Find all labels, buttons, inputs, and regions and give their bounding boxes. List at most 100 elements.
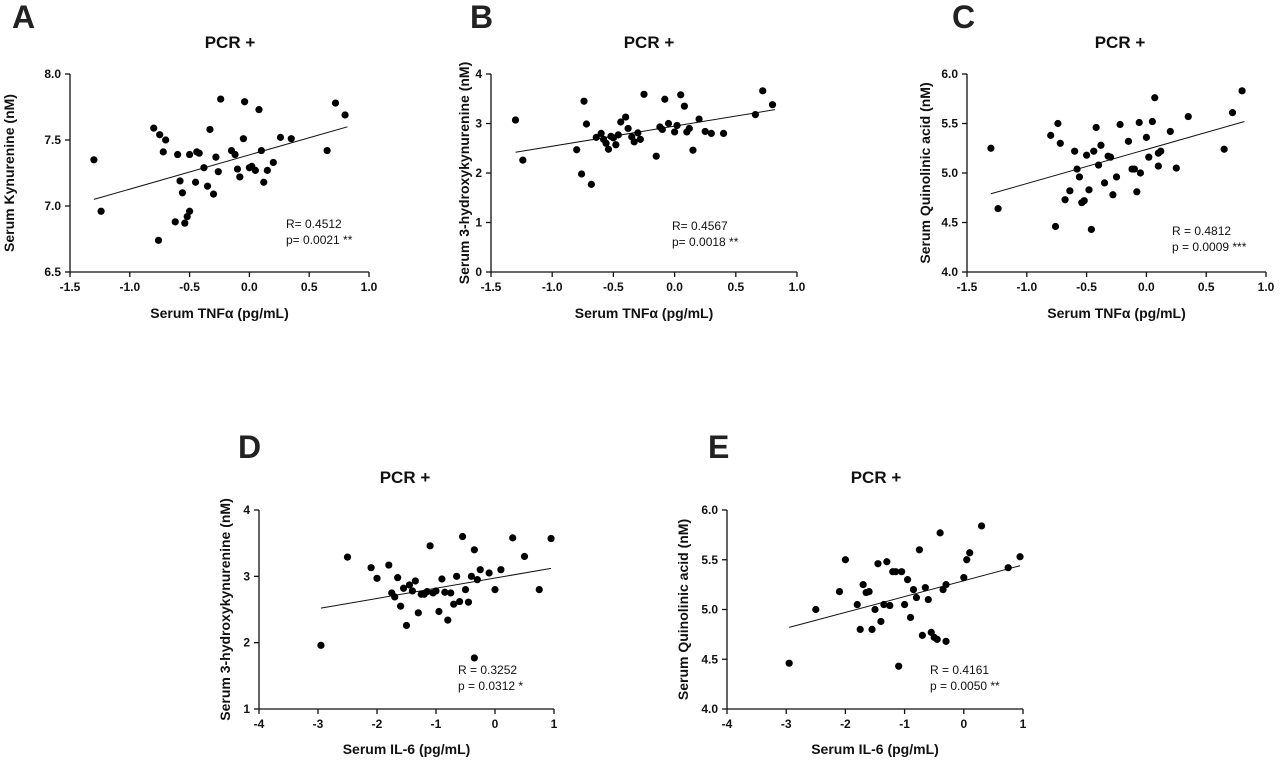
data-point (241, 98, 249, 106)
y-tick-label: 0 (475, 265, 482, 279)
data-point (497, 566, 505, 574)
panel-letter: C (952, 0, 975, 35)
data-point (1136, 169, 1145, 177)
data-point (701, 127, 709, 136)
data-point (1051, 222, 1060, 231)
data-point (397, 602, 405, 610)
data-point (592, 133, 600, 141)
data-point (435, 607, 443, 616)
y-tick-label: 8.0 (44, 67, 61, 81)
data-point (1090, 147, 1098, 155)
data-point (239, 135, 248, 143)
y-tick-label: 7.5 (44, 133, 61, 147)
data-point (1073, 165, 1081, 173)
data-point (898, 568, 906, 576)
data-point (156, 131, 164, 139)
data-point (597, 129, 605, 137)
data-point (251, 166, 259, 174)
data-point (385, 561, 393, 569)
regression-line (515, 109, 776, 153)
data-point (453, 572, 461, 580)
data-point (1172, 164, 1180, 172)
x-tick-label: 0.5 (301, 280, 318, 294)
y-tick-label: 5.5 (941, 117, 958, 131)
data-point (640, 90, 648, 98)
panel-e: E PCR + -4 -3 -2 -1 0 1 4.0 4.5 5.0 5.5 6.0 Serum IL-… (675, 429, 1027, 757)
x-tick-label: -1 (431, 717, 442, 731)
data-point (233, 165, 242, 173)
x-tick-label: 0.5 (727, 280, 744, 294)
data-point (402, 621, 411, 630)
data-point (624, 124, 632, 133)
panel-letter: B (470, 0, 493, 35)
data-point (217, 95, 225, 103)
data-point (1071, 147, 1079, 155)
data-point (209, 190, 218, 198)
data-point (1184, 112, 1192, 121)
data-point (915, 546, 924, 554)
data-point (1094, 161, 1103, 169)
data-point (1056, 139, 1064, 147)
data-point (695, 115, 703, 123)
data-point (856, 625, 864, 634)
x-tick-label: -3 (313, 717, 324, 731)
data-point (257, 146, 265, 155)
x-axis-label: Serum IL-6 (pg/mL) (343, 741, 471, 757)
data-point (1220, 145, 1228, 153)
data-point (174, 150, 182, 159)
data-point (426, 542, 434, 550)
data-point (255, 106, 263, 114)
x-tick-label: -1.0 (119, 280, 140, 294)
data-point (323, 146, 331, 155)
data-point (1228, 109, 1237, 117)
data-point (582, 120, 591, 128)
data-point (677, 91, 685, 99)
data-point (1151, 94, 1159, 102)
data-point (707, 129, 715, 137)
data-point (399, 584, 408, 592)
y-tick-label: 5.0 (941, 166, 958, 180)
data-point (159, 148, 167, 156)
data-point (178, 189, 187, 197)
data-point (287, 135, 295, 143)
y-tick-label: 1 (243, 702, 250, 716)
data-point (577, 170, 586, 178)
y-tick-label: 1 (475, 216, 482, 230)
data-point (391, 593, 399, 601)
y-tick-label: 2 (475, 166, 482, 180)
data-point (909, 586, 918, 594)
stat-r-value: R = 0.3252 (458, 663, 517, 677)
data-point (1116, 120, 1124, 129)
data-point (853, 600, 861, 609)
x-tick-label: -2 (840, 717, 851, 731)
data-point (673, 121, 681, 130)
data-point (1085, 186, 1093, 194)
data-point (1109, 191, 1117, 199)
data-point (1238, 87, 1246, 95)
data-point (1061, 196, 1069, 204)
panel-c: C PCR + -1.5 -1.0 -0.5 0.0 0.5 1.0 4.0 4.5 5.0 5.5 6… (917, 0, 1275, 321)
data-point (759, 87, 767, 95)
data-point (470, 654, 478, 662)
x-tick-label: 1.0 (789, 280, 806, 294)
data-point (652, 152, 660, 160)
data-point (859, 581, 867, 589)
data-point (1106, 153, 1115, 161)
data-point (671, 128, 679, 136)
data-point (464, 598, 473, 606)
stat-p-value: p= 0.0021 ** (286, 233, 353, 247)
data-point (491, 586, 499, 594)
data-point (1148, 117, 1156, 126)
y-tick-label: 4.0 (701, 702, 718, 716)
data-point (214, 168, 222, 176)
x-axis-label: Serum TNFα (pg/mL) (575, 305, 714, 321)
panel-letter: E (708, 429, 729, 465)
data-point (432, 587, 440, 595)
data-point (1080, 197, 1088, 205)
data-point (1083, 151, 1091, 159)
data-point (423, 587, 431, 596)
data-point (868, 625, 876, 634)
data-point (1004, 564, 1012, 572)
data-point (447, 589, 455, 597)
